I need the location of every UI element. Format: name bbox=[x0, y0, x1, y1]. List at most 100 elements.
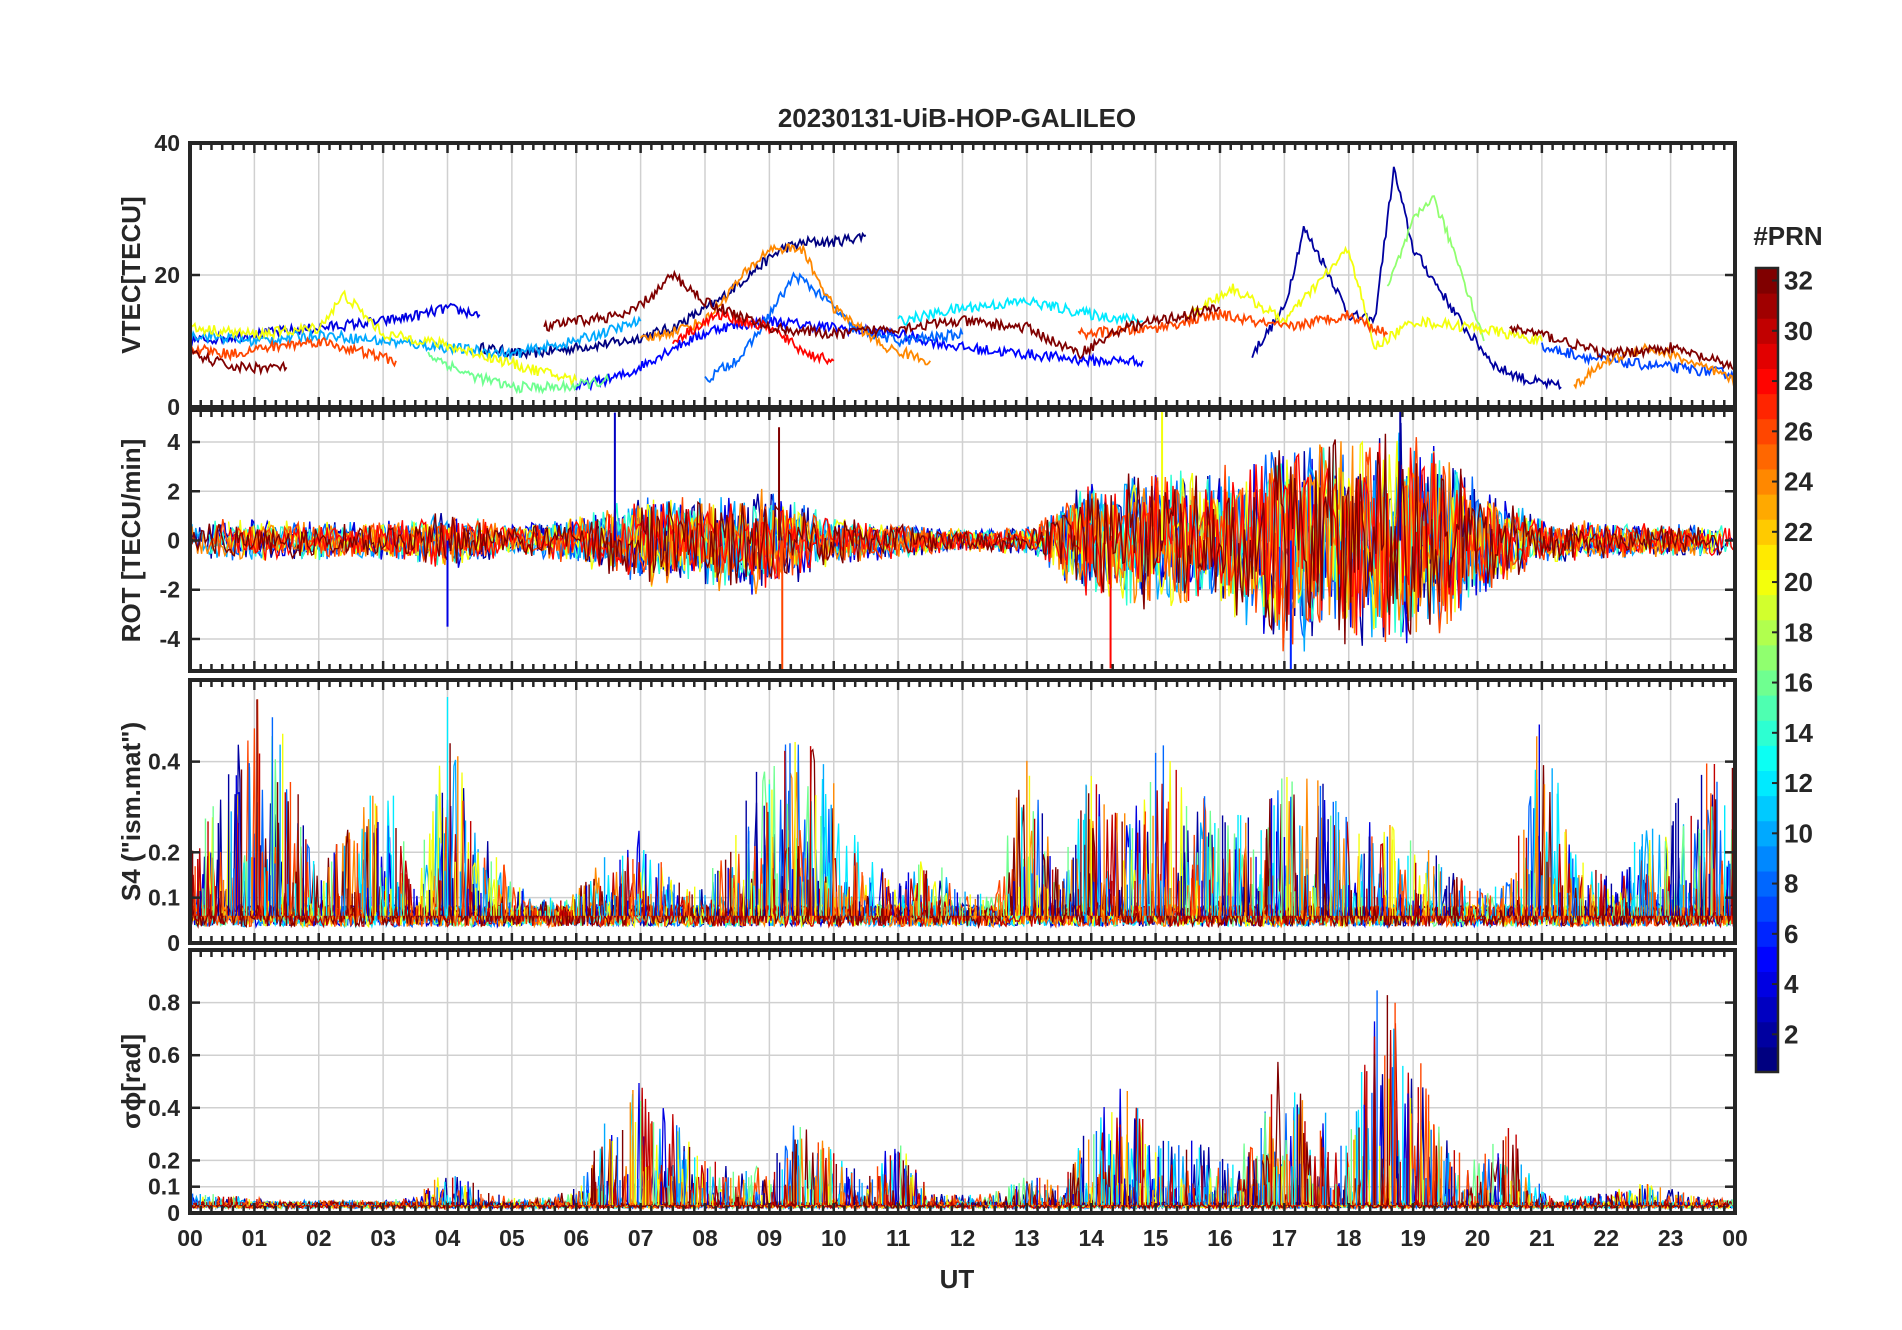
colorbar-swatch bbox=[1756, 594, 1778, 621]
x-tick-label: 22 bbox=[1593, 1225, 1619, 1251]
y-tick-label: 2 bbox=[167, 478, 180, 504]
colorbar-tick-label: 4 bbox=[1784, 969, 1799, 999]
colorbar-swatch bbox=[1756, 368, 1778, 395]
y-tick-label: 0 bbox=[167, 1200, 180, 1226]
x-tick-label: 11 bbox=[886, 1225, 911, 1251]
series-line-prn-24 bbox=[1573, 342, 1735, 390]
colorbar-swatch bbox=[1756, 770, 1778, 797]
y-axis-label-sigma_phi: σϕ[rad] bbox=[116, 1034, 146, 1129]
x-tick-label: 23 bbox=[1658, 1225, 1684, 1251]
colorbar-tick-label: 32 bbox=[1784, 266, 1813, 296]
colorbar-swatch bbox=[1756, 469, 1778, 495]
panel-s4: 0 0.1 0.2 0.4S4 ("ism.mat") bbox=[116, 678, 1737, 956]
colorbar-tick-label: 26 bbox=[1784, 416, 1813, 446]
y-tick-label: 0 bbox=[167, 394, 180, 420]
colorbar-swatch bbox=[1756, 820, 1778, 847]
series-line-prn-2 bbox=[1251, 166, 1562, 390]
colorbar-tick-label: 2 bbox=[1784, 1019, 1798, 1049]
colorbar-tick-label: 12 bbox=[1784, 768, 1813, 798]
x-tick-label: 20 bbox=[1465, 1225, 1491, 1251]
series-line-prn-32 bbox=[543, 269, 1221, 360]
x-tick-label: 21 bbox=[1529, 1225, 1555, 1251]
x-tick-label: 16 bbox=[1207, 1225, 1233, 1251]
x-tick-label: 07 bbox=[628, 1225, 654, 1251]
series-line-prn-17 bbox=[1386, 195, 1485, 342]
plot-area-rot bbox=[190, 410, 1734, 671]
y-axis-label-rot: ROT [TECU/min] bbox=[116, 439, 146, 643]
panel-rot: -4 -2 0 2 4 ROT [TECU/min] bbox=[116, 408, 1737, 673]
y-tick-label: -2 bbox=[160, 577, 180, 603]
series-line-prn-32 bbox=[190, 346, 288, 376]
x-tick-label: 15 bbox=[1143, 1225, 1169, 1251]
frame-rot: -4 -2 0 2 4 bbox=[160, 408, 1737, 673]
colorbar-swatch bbox=[1756, 1021, 1778, 1048]
colorbar-tick-label: 8 bbox=[1784, 869, 1798, 899]
x-tick-label: 18 bbox=[1336, 1225, 1362, 1251]
x-tick-label: 17 bbox=[1272, 1225, 1298, 1251]
figure-title: 20230131-UiB-HOP-GALILEO bbox=[778, 103, 1136, 133]
y-tick-label: 0.2 bbox=[148, 839, 180, 865]
frame-vtec: 0 20 40 bbox=[154, 130, 1737, 420]
colorbar-swatch bbox=[1756, 1046, 1778, 1073]
colorbar-swatch bbox=[1756, 544, 1778, 570]
series-line-prn-5 bbox=[575, 314, 1144, 392]
colorbar-tick-label: 24 bbox=[1784, 467, 1813, 497]
series-line-prn-1 bbox=[478, 231, 867, 360]
colorbar-swatch bbox=[1756, 569, 1778, 596]
y-tick-label: 0 bbox=[167, 930, 180, 956]
colorbar-swatch bbox=[1756, 695, 1778, 721]
colorbar-swatch bbox=[1756, 971, 1778, 998]
colorbar-swatch bbox=[1756, 519, 1778, 545]
series-line-prn-26 bbox=[1077, 308, 1389, 341]
y-tick-label: 20 bbox=[154, 262, 180, 288]
x-tick-label: 06 bbox=[563, 1225, 589, 1251]
colorbar-tick-label: 28 bbox=[1784, 366, 1813, 396]
colorbar-swatch bbox=[1756, 670, 1778, 696]
colorbar-swatch bbox=[1756, 896, 1778, 922]
frame-sigma_phi: 00.10.2 0.4 0.6 0.8 bbox=[148, 948, 1737, 1226]
series-line-prn-20 bbox=[190, 289, 578, 386]
colorbar-swatch bbox=[1756, 418, 1778, 445]
series-line-prn-7 bbox=[1541, 342, 1735, 381]
y-tick-label: -4 bbox=[160, 626, 181, 652]
colorbar-swatch bbox=[1756, 494, 1778, 520]
colorbar-swatch bbox=[1756, 644, 1778, 671]
colorbar-swatch bbox=[1756, 293, 1778, 319]
plot-area-vtec bbox=[190, 166, 1735, 395]
series-line-prn-16 bbox=[427, 351, 610, 395]
colorbar-swatch bbox=[1756, 619, 1778, 646]
y-tick-label: 0.2 bbox=[148, 1147, 180, 1173]
colorbar-swatch bbox=[1756, 996, 1778, 1023]
y-axis-label-vtec: VTEC[TECU] bbox=[116, 196, 146, 353]
y-tick-label: 0.6 bbox=[148, 1042, 180, 1068]
x-axis-label: UT bbox=[940, 1264, 975, 1294]
x-tick-label: 19 bbox=[1400, 1225, 1426, 1251]
y-tick-label: 40 bbox=[154, 130, 180, 156]
x-tick-label: 13 bbox=[1014, 1225, 1040, 1251]
x-tick-label: 04 bbox=[435, 1225, 461, 1251]
colorbar-swatch bbox=[1756, 921, 1778, 947]
series-line-prn-32 bbox=[190, 433, 1723, 645]
y-tick-label: 0.8 bbox=[148, 990, 180, 1016]
colorbar-swatch bbox=[1756, 318, 1778, 344]
x-axis: 00 01 02 03 04 05 06 07 08 09 10 11 12 13 14 15 16 17 18 19… bbox=[177, 1225, 1748, 1251]
colorbar-swatch bbox=[1756, 720, 1778, 746]
series-line-prn-26 bbox=[190, 336, 397, 368]
x-tick-label: 12 bbox=[950, 1225, 976, 1251]
colorbar-tick-label: 10 bbox=[1784, 818, 1813, 848]
x-tick-label: 01 bbox=[242, 1225, 268, 1251]
frame-s4: 0 0.1 0.2 0.4 bbox=[148, 678, 1737, 956]
x-tick-label: 14 bbox=[1078, 1225, 1104, 1251]
y-tick-label: 0.1 bbox=[148, 885, 180, 911]
colorbar-title: #PRN bbox=[1753, 221, 1822, 251]
x-tick-label: 00 bbox=[1722, 1225, 1748, 1251]
y-tick-label: 0.4 bbox=[148, 1095, 180, 1121]
x-tick-label: 08 bbox=[692, 1225, 718, 1251]
series-line-prn-24 bbox=[639, 243, 932, 366]
colorbar-swatch bbox=[1756, 845, 1778, 872]
panel-sigma_phi: 00.10.2 0.4 0.6 0.8σϕ[rad] bbox=[116, 948, 1737, 1226]
colorbar-tick-label: 6 bbox=[1784, 919, 1798, 949]
